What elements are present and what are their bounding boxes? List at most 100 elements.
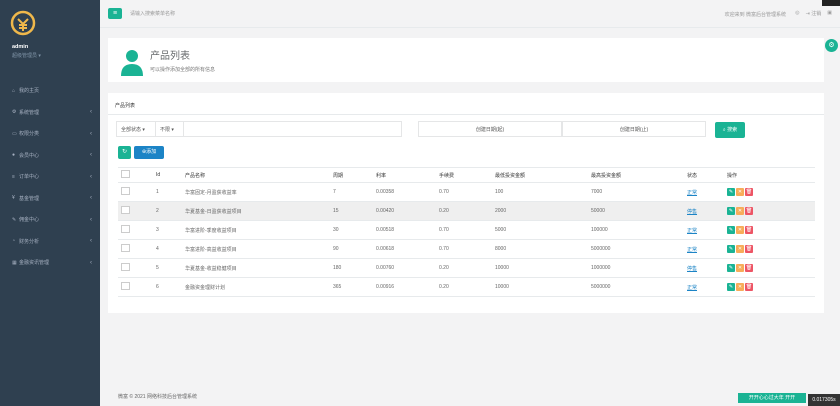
status-link[interactable]: 正常 [687, 227, 698, 234]
user-name[interactable]: admin [12, 44, 29, 50]
sidebar-item-orders[interactable]: ≡ 订单中心 ‹ [0, 166, 100, 188]
select-all-header[interactable] [118, 167, 156, 183]
top-icons: ◎ ⇥ 注销 ▣ [795, 10, 832, 17]
search-button[interactable]: ⌕ 搜索 [715, 122, 745, 138]
row-checkbox[interactable] [121, 263, 130, 271]
row-checkbox[interactable] [121, 282, 130, 290]
disable-icon[interactable]: ✕ [736, 207, 744, 215]
col-min[interactable]: 最低投资金额 [495, 167, 591, 183]
disable-icon[interactable]: ✕ [736, 188, 744, 196]
edit-icon[interactable]: ✎ [727, 245, 735, 253]
row-checkbox-cell[interactable] [118, 201, 156, 221]
edit-icon[interactable]: ✎ [727, 207, 735, 215]
chevron-icon: ‹ [90, 130, 92, 137]
delete-icon[interactable]: 🗑 [745, 207, 753, 215]
row-checkbox-cell[interactable] [118, 182, 156, 202]
cell-cycle: 90 [333, 239, 376, 259]
cell-min: 10000 [495, 258, 591, 278]
row-checkbox[interactable] [121, 206, 130, 214]
refresh-button[interactable]: ↻ [118, 146, 131, 159]
delete-icon[interactable]: 🗑 [745, 245, 753, 253]
sidebar-item-news[interactable]: ▦ 金融资讯管理 ‹ [0, 252, 100, 274]
row-checkbox-cell[interactable] [118, 258, 156, 278]
keyword-input[interactable] [184, 121, 402, 137]
cell-id: 4 [156, 239, 185, 259]
status-link[interactable]: 停售 [687, 208, 698, 215]
edit-icon[interactable]: ✎ [727, 264, 735, 272]
menu-toggle-button[interactable]: ≡ [108, 8, 122, 19]
status-link[interactable]: 停售 [687, 265, 698, 272]
table-row[interactable]: 5 华夏基金-收益稳健项目 180 0.00760 0.20 10000 1000000 停售… [118, 258, 815, 278]
table-row[interactable]: 2 华夏基金-日盈获收益项目 15 0.00420 0.20 2000 50000 停售 ✎ ✕ 🗑 [118, 201, 815, 221]
cell-name: 华富进阶-季度收益项目 [185, 220, 333, 240]
row-checkbox[interactable] [121, 244, 130, 252]
delete-icon[interactable]: 🗑 [745, 264, 753, 272]
cell-actions[interactable]: ✎ ✕ 🗑 [727, 201, 815, 221]
cell-actions[interactable]: ✎ ✕ 🗑 [727, 258, 815, 278]
table-row[interactable]: 3 华富进阶-季度收益项目 30 0.00518 0.70 5000 100000 正常 ✎ ✕ 🗑 [118, 220, 815, 240]
delete-icon[interactable]: 🗑 [745, 226, 753, 234]
row-checkbox-cell[interactable] [118, 239, 156, 259]
delete-icon[interactable]: 🗑 [745, 188, 753, 196]
sidebar: admin 超级管理员 ▾ ⌂ 我的主页 ⚙ 系统管理 ‹ ▭ 权限分类 ‹ ● 会员中心 ‹… [0, 0, 100, 406]
col-fee[interactable]: 手续费 [439, 167, 495, 183]
cell-actions[interactable]: ✎ ✕ 🗑 [727, 239, 815, 259]
disable-icon[interactable]: ✕ [736, 245, 744, 253]
cell-rate: 0.00618 [376, 239, 439, 259]
yen-icon: ¥ [12, 195, 15, 202]
status-filter-select[interactable]: 全部状态 ▾ [116, 121, 156, 137]
table-row[interactable]: 4 华富进阶-高益收益项目 90 0.00618 0.70 8000 5000000 正常 ✎ ✕… [118, 239, 815, 259]
page-title: 产品列表 [150, 51, 190, 62]
bell-icon[interactable]: ◎ [795, 10, 800, 16]
row-checkbox-cell[interactable] [118, 277, 156, 297]
cell-max: 50000 [591, 201, 687, 221]
logout-link[interactable]: ⇥ 注销 [805, 11, 822, 17]
col-name[interactable]: 产品名称 [185, 167, 333, 183]
col-cycle[interactable]: 周期 [333, 167, 376, 183]
edit-icon[interactable]: ✎ [727, 188, 735, 196]
cell-actions[interactable]: ✎ ✕ 🗑 [727, 277, 815, 297]
sidebar-item-home[interactable]: ⌂ 我的主页 [12, 87, 40, 95]
disable-icon[interactable]: ✕ [736, 283, 744, 291]
select-all-checkbox[interactable] [121, 170, 130, 178]
status-link[interactable]: 正常 [687, 246, 698, 253]
refresh-icon: ↻ [121, 149, 128, 155]
row-checkbox-cell[interactable] [118, 220, 156, 240]
status-link[interactable]: 正常 [687, 189, 698, 196]
col-max[interactable]: 最高投资金额 [591, 167, 687, 183]
menu-search-input[interactable]: 请输入搜索菜单名称 [130, 11, 176, 17]
table-row[interactable]: 1 华富固定-月盈获收益率 7 0.00358 0.70 100 7000 正常 ✎ ✕ 🗑 [118, 182, 815, 202]
start-date-input[interactable]: 创建日期(起) [418, 121, 562, 137]
row-checkbox[interactable] [121, 225, 130, 233]
cell-actions[interactable]: ✎ ✕ 🗑 [727, 220, 815, 240]
row-checkbox[interactable] [121, 187, 130, 195]
table-row[interactable]: 6 金融资金理财计划 365 0.00916 0.20 10000 5000000 正常 ✎ ✕ 🗑 [118, 277, 815, 297]
sidebar-item-finance[interactable]: ◔ 财务分析 ‹ [0, 231, 100, 253]
delete-icon[interactable]: 🗑 [745, 283, 753, 291]
chevron-icon: ‹ [90, 238, 92, 245]
cell-max: 100000 [591, 220, 687, 240]
fullscreen-icon[interactable]: ▣ [827, 10, 832, 16]
col-rate[interactable]: 利率 [376, 167, 439, 183]
col-status[interactable]: 状态 [687, 167, 727, 183]
edit-icon[interactable]: ✎ [727, 283, 735, 291]
disable-icon[interactable]: ✕ [736, 226, 744, 234]
add-button[interactable]: ⊕添加 [134, 146, 164, 159]
cell-min: 10000 [495, 277, 591, 297]
sidebar-item-funds[interactable]: ¥ 基金管理 ‹ [0, 188, 100, 210]
edit-icon[interactable]: ✎ [727, 226, 735, 234]
sidebar-item-system[interactable]: ⚙ 系统管理 ‹ [0, 102, 100, 124]
cell-rate: 0.00420 [376, 201, 439, 221]
end-date-input[interactable]: 创建日期(止) [562, 121, 706, 137]
sidebar-item-permission[interactable]: ▭ 权限分类 ‹ [0, 123, 100, 145]
sidebar-item-commission[interactable]: ✎ 佣金中心 ‹ [0, 209, 100, 231]
sidebar-item-members[interactable]: ● 会员中心 ‹ [0, 145, 100, 167]
type-filter-select[interactable]: 不限 ▾ [156, 121, 184, 137]
status-link[interactable]: 正常 [687, 284, 698, 291]
cell-actions[interactable]: ✎ ✕ 🗑 [727, 182, 815, 202]
col-id[interactable]: Id [156, 167, 185, 183]
theme-settings-button[interactable]: ⚙ [825, 39, 838, 52]
load-timer: 0.017305s [808, 394, 840, 406]
disable-icon[interactable]: ✕ [736, 264, 744, 272]
user-role[interactable]: 超级管理员 ▾ [12, 53, 41, 59]
